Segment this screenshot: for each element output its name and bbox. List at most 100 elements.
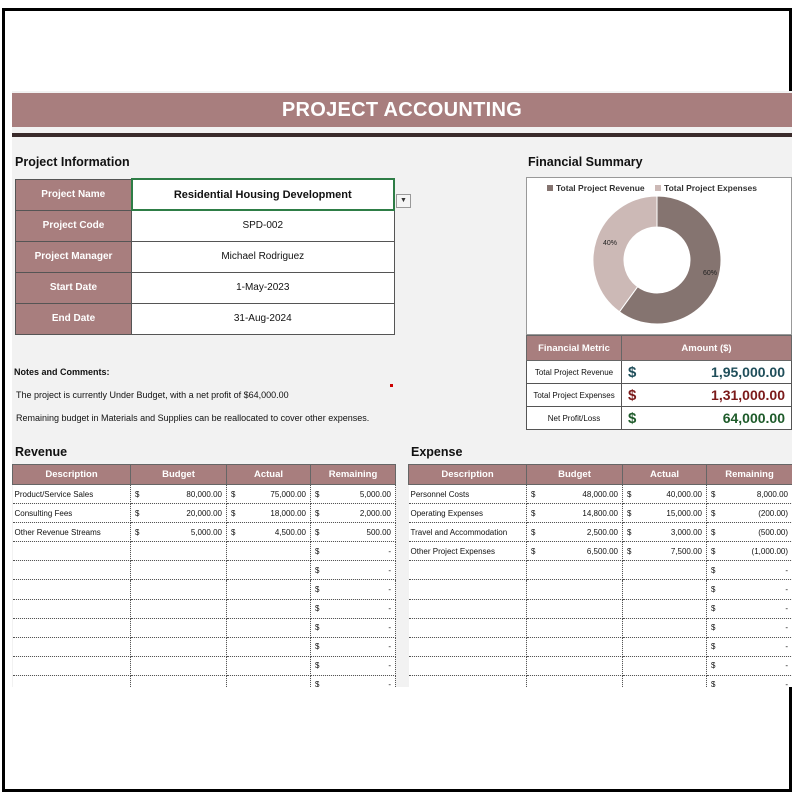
actual-cell[interactable] [622,599,707,619]
description-cell[interactable] [12,618,131,638]
remaining-cell[interactable]: $ - [706,579,792,600]
description-cell[interactable] [408,599,527,619]
actual-cell[interactable] [622,656,707,676]
budget-cell[interactable] [130,637,227,657]
remaining-cell[interactable]: $ (200.00) [706,503,792,524]
budget-cell[interactable] [526,579,623,600]
budget-cell[interactable] [130,618,227,638]
actual-cell[interactable] [622,675,707,687]
budget-cell[interactable] [526,560,623,581]
description-cell[interactable] [12,675,131,687]
remaining-cell[interactable]: $ - [706,637,792,657]
actual-cell[interactable] [226,656,311,676]
description-cell[interactable] [12,656,131,676]
project-code-cell[interactable]: SPD-002 [131,209,395,242]
budget-cell[interactable]: $48,000.00 [526,484,623,505]
budget-cell[interactable] [130,579,227,600]
remaining-cell[interactable]: $ - [310,560,396,581]
currency-symbol: $ [315,565,320,575]
budget-cell[interactable] [526,599,623,619]
remaining-cell[interactable]: $ - [706,560,792,581]
actual-cell[interactable]: $40,000.00 [622,484,707,505]
remaining-cell[interactable]: $ - [310,579,396,600]
budget-cell[interactable] [526,637,623,657]
remaining-cell[interactable]: $ - [310,637,396,657]
description-cell[interactable]: Travel and Accommodation [408,522,527,543]
column-header: Budget [130,464,227,485]
remaining-cell[interactable]: $ - [706,618,792,638]
remaining-cell[interactable]: $ - [706,656,792,676]
actual-value: 4,500.00 [274,527,306,537]
actual-cell[interactable]: $3,000.00 [622,522,707,543]
actual-cell[interactable] [622,637,707,657]
remaining-cell[interactable]: $8,000.00 [706,484,792,505]
actual-cell[interactable] [622,560,707,581]
actual-cell[interactable] [622,618,707,638]
actual-cell[interactable] [622,579,707,600]
budget-cell[interactable] [526,675,623,687]
actual-cell[interactable]: $7,500.00 [622,541,707,562]
description-cell[interactable] [408,618,527,638]
actual-cell[interactable] [226,618,311,638]
remaining-cell[interactable]: $ - [310,599,396,619]
description-cell[interactable]: Consulting Fees [12,503,131,524]
description-cell[interactable]: Operating Expenses [408,503,527,524]
description-cell[interactable] [408,560,527,581]
remaining-cell[interactable]: $ - [310,618,396,638]
description-cell[interactable]: Other Project Expenses [408,541,527,562]
actual-cell[interactable] [226,560,311,581]
budget-cell[interactable] [526,618,623,638]
end-date-cell[interactable]: 31-Aug-2024 [131,302,395,335]
description-cell[interactable] [12,579,131,600]
budget-cell[interactable]: $14,800.00 [526,503,623,524]
description-cell[interactable] [408,675,527,687]
actual-cell[interactable]: $75,000.00 [226,484,311,505]
budget-cell[interactable]: $20,000.00 [130,503,227,524]
actual-cell[interactable]: $18,000.00 [226,503,311,524]
description-cell[interactable] [12,637,131,657]
actual-cell[interactable]: $15,000.00 [622,503,707,524]
budget-cell[interactable] [130,599,227,619]
remaining-cell[interactable]: $ - [310,675,396,687]
project-name-select[interactable]: Residential Housing Development [130,178,395,211]
remaining-cell[interactable]: $2,000.00 [310,503,396,524]
actual-cell[interactable] [226,541,311,562]
description-cell[interactable] [12,560,131,581]
remaining-cell[interactable]: $500.00 [310,522,396,543]
actual-cell[interactable] [226,675,311,687]
budget-cell[interactable] [526,656,623,676]
remaining-cell[interactable]: $ (500.00) [706,522,792,543]
remaining-cell[interactable]: $ - [310,656,396,676]
project-manager-cell[interactable]: Michael Rodriguez [131,240,395,273]
budget-cell[interactable]: $80,000.00 [130,484,227,505]
budget-cell[interactable] [130,560,227,581]
budget-cell[interactable] [130,656,227,676]
dropdown-arrow-icon[interactable]: ▼ [396,194,411,208]
remaining-cell[interactable]: $5,000.00 [310,484,396,505]
description-cell[interactable] [408,637,527,657]
budget-cell[interactable] [130,675,227,687]
actual-cell[interactable]: $4,500.00 [226,522,311,543]
actual-cell[interactable] [226,579,311,600]
actual-cell[interactable] [226,637,311,657]
description-cell[interactable] [408,579,527,600]
budget-cell[interactable]: $2,500.00 [526,522,623,543]
description-cell[interactable] [12,541,131,562]
start-date-cell[interactable]: 1-May-2023 [131,271,395,304]
description-cell[interactable] [12,599,131,619]
budget-cell[interactable]: $6,500.00 [526,541,623,562]
summary-amount[interactable]: $64,000.00 [621,406,792,430]
actual-cell[interactable] [226,599,311,619]
budget-cell[interactable]: $5,000.00 [130,522,227,543]
description-cell[interactable]: Personnel Costs [408,484,527,505]
remaining-cell[interactable]: $ - [706,675,792,687]
summary-amount[interactable]: $1,31,000.00 [621,383,792,407]
remaining-cell[interactable]: $ - [706,599,792,619]
remaining-cell[interactable]: $ - [310,541,396,562]
description-cell[interactable] [408,656,527,676]
budget-cell[interactable] [130,541,227,562]
summary-amount[interactable]: $1,95,000.00 [621,360,792,384]
remaining-cell[interactable]: $ (1,000.00) [706,541,792,562]
description-cell[interactable]: Other Revenue Streams [12,522,131,543]
description-cell[interactable]: Product/Service Sales [12,484,131,505]
